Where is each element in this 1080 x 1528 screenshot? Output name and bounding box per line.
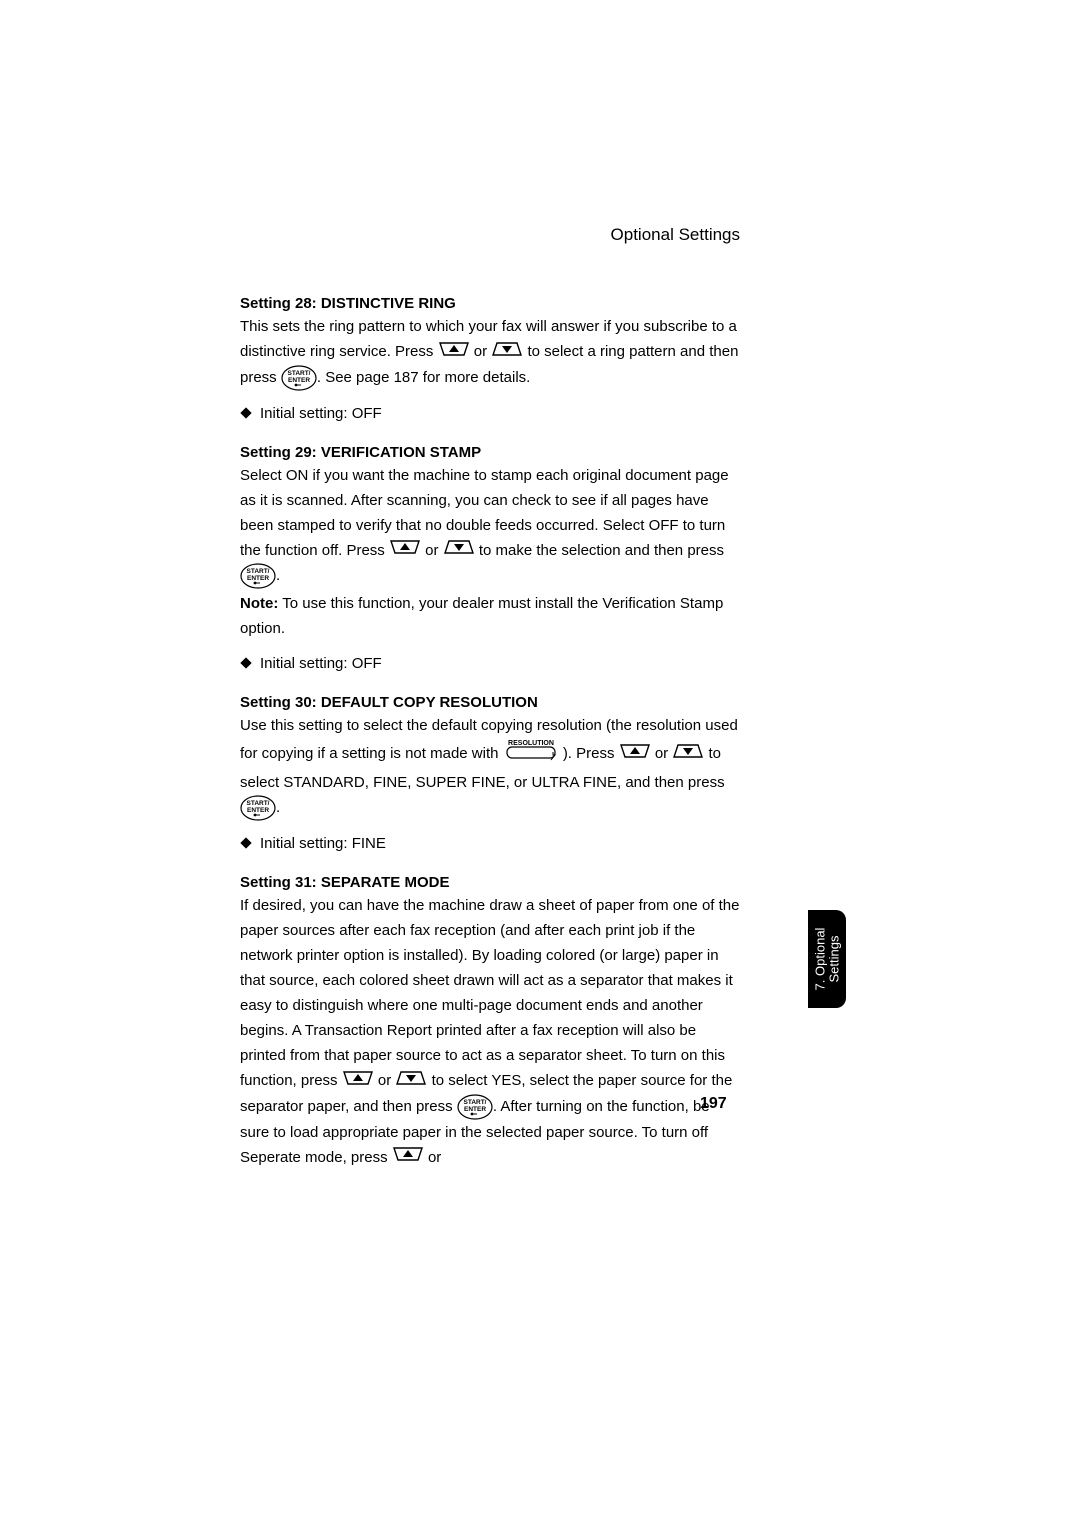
text: or — [425, 542, 443, 559]
body-text: Setting 28: DISTINCTIVE RING This sets t… — [240, 295, 740, 1170]
setting-28-text: This sets the ring pattern to which your… — [240, 314, 740, 391]
setting-28-title: Setting 28: DISTINCTIVE RING — [240, 295, 740, 312]
text: Initial setting: OFF — [260, 405, 382, 422]
up-arrow-icon — [342, 1069, 374, 1094]
up-arrow-icon — [619, 742, 651, 767]
note-label: Note: — [240, 595, 278, 612]
start-enter-icon — [281, 365, 317, 391]
setting-29-note: Note: To use this function, your dealer … — [240, 591, 740, 641]
resolution-button-icon — [503, 738, 559, 770]
text: or — [655, 745, 673, 762]
up-arrow-icon — [392, 1145, 424, 1170]
setting-31-text: If desired, you can have the machine dra… — [240, 893, 740, 1170]
setting-29-initial: Initial setting: OFF — [240, 655, 740, 672]
start-enter-icon — [240, 795, 276, 821]
down-arrow-icon — [491, 340, 523, 365]
setting-28-initial: Initial setting: OFF — [240, 405, 740, 422]
side-tab-line2: Settings — [826, 936, 841, 983]
page-content: Optional Settings Setting 28: DISTINCTIV… — [240, 225, 740, 1170]
side-tab-line1: 7. Optional — [812, 928, 827, 991]
page-header: Optional Settings — [611, 225, 740, 245]
diamond-icon — [240, 837, 251, 848]
text: . — [276, 567, 280, 584]
text: Initial setting: OFF — [260, 655, 382, 672]
text: ). Press — [563, 745, 619, 762]
text: or — [378, 1072, 396, 1089]
start-enter-icon — [240, 563, 276, 589]
diamond-icon — [240, 657, 251, 668]
setting-30-initial: Initial setting: FINE — [240, 835, 740, 852]
text: . See page 187 for more details. — [317, 369, 530, 386]
setting-31-title: Setting 31: SEPARATE MODE — [240, 874, 740, 891]
setting-29-text: Select ON if you want the machine to sta… — [240, 463, 740, 590]
down-arrow-icon — [672, 742, 704, 767]
side-tab: 7. Optional Settings — [808, 910, 846, 1008]
up-arrow-icon — [438, 340, 470, 365]
text: or — [474, 343, 492, 360]
setting-30-title: Setting 30: DEFAULT COPY RESOLUTION — [240, 694, 740, 711]
text: If desired, you can have the machine dra… — [240, 897, 739, 1089]
text: To use this function, your dealer must i… — [240, 595, 723, 637]
text: to make the selection and then press — [479, 542, 724, 559]
up-arrow-icon — [389, 538, 421, 563]
setting-29-title: Setting 29: VERIFICATION STAMP — [240, 444, 740, 461]
page-number: 197 — [700, 1095, 727, 1113]
text: Initial setting: FINE — [260, 835, 386, 852]
diamond-icon — [240, 407, 251, 418]
text: . — [276, 799, 280, 816]
setting-30-text: Use this setting to select the default c… — [240, 713, 740, 821]
text: or — [428, 1149, 441, 1166]
down-arrow-icon — [443, 538, 475, 563]
start-enter-icon — [457, 1094, 493, 1120]
down-arrow-icon — [395, 1069, 427, 1094]
